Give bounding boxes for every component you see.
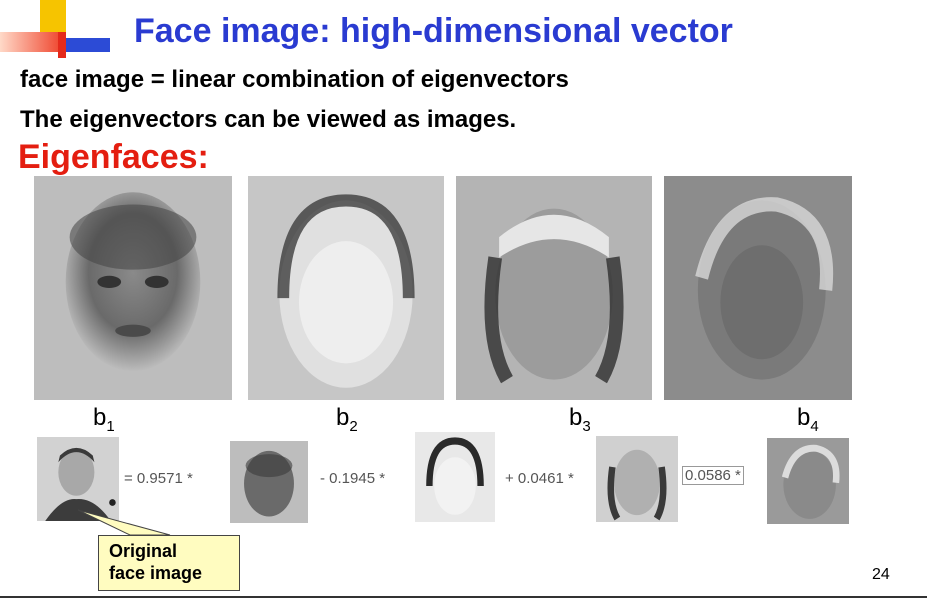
slide-title: Face image: high-dimensional vector [134,12,733,50]
equation-eigenface-4 [767,438,849,524]
decor-orange-bar [0,32,66,52]
eigenface-image-1 [34,176,232,400]
decor-blue-bar [66,38,110,52]
equation-eigenface-2 [415,432,495,522]
callout-line-2: face image [109,563,203,583]
eigenvector-label-b3: b3 [569,404,591,435]
eigenvector-label-b1: b1 [93,404,115,435]
decor-red-bar [58,32,66,58]
bullet-line-1: face image = linear combination of eigen… [20,66,569,93]
eigenface-image-3 [456,176,652,400]
equation-eigenface-3 [596,436,678,522]
coefficient-2: - 0.1945 * [320,470,386,487]
coefficient-4: 0.0586 * [682,466,744,485]
original-face-callout: Original face image [98,535,240,591]
page-number: 24 [872,566,890,583]
eigenface-image-2 [248,176,444,400]
eigenfaces-heading: Eigenfaces: [18,138,209,176]
eigenvector-label-b2: b2 [336,404,358,435]
eigenface-image-4 [664,176,852,400]
callout-line-1: Original [109,541,178,561]
coefficient-3: + 0.0461 * [505,470,574,487]
bottom-divider [0,596,927,598]
coefficient-1: = 0.9571 * [124,470,193,487]
eigenvector-label-b4: b4 [797,404,819,435]
equation-eigenface-1 [230,441,308,523]
bullet-line-2: The eigenvectors can be viewed as images… [20,106,517,133]
